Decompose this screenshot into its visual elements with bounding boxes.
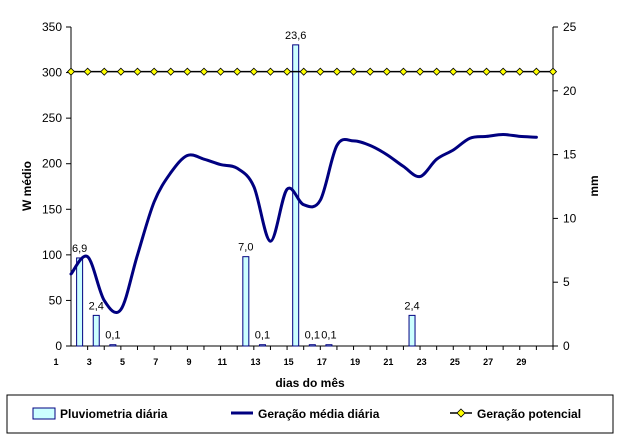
rainfall-data-label: 2,4 xyxy=(89,300,104,312)
legend-label-generation: Geração média diária xyxy=(258,407,380,421)
y-axis-title-right: mm xyxy=(587,175,601,196)
potential-generation-marker xyxy=(316,67,325,76)
rainfall-data-label: 0,1 xyxy=(321,330,336,342)
x-tick-label: 19 xyxy=(350,357,360,367)
x-tick-label: 23 xyxy=(417,357,427,367)
potential-generation-marker xyxy=(548,67,558,76)
potential-generation-marker xyxy=(465,67,474,76)
rainfall-data-label: 0,1 xyxy=(305,330,320,342)
potential-generation-marker xyxy=(332,67,341,76)
rainfall-bar xyxy=(92,314,100,347)
potential-generation-marker xyxy=(299,67,308,76)
rainfall-data-label: 2,4 xyxy=(404,300,419,312)
potential-generation-marker xyxy=(66,67,76,76)
potential-generation-marker xyxy=(249,67,258,76)
rainfall-bar xyxy=(76,257,84,347)
potential-generation-marker xyxy=(83,67,92,76)
x-tick-label: 5 xyxy=(120,357,125,367)
legend-frame xyxy=(6,394,614,434)
potential-generation-marker xyxy=(133,67,142,76)
y-left-tick-label: 150 xyxy=(42,202,62,216)
y-left-tick-label: 300 xyxy=(42,66,62,80)
x-axis-title: dias do mês xyxy=(275,376,345,390)
rainfall-bar xyxy=(242,256,250,347)
potential-generation-marker xyxy=(349,67,358,76)
potential-generation-marker xyxy=(399,67,408,76)
x-tick-label: 11 xyxy=(217,357,227,367)
bars-layer xyxy=(76,44,416,347)
y-left-tick-label: 50 xyxy=(49,293,63,307)
x-tick-label: 27 xyxy=(483,357,493,367)
rainfall-bar xyxy=(408,314,416,347)
y-left-tick-label: 250 xyxy=(42,111,62,125)
potential-generation-marker xyxy=(183,67,192,76)
x-tick-label: 15 xyxy=(284,357,294,367)
potential-generation-marker xyxy=(532,67,541,76)
x-tick-label: 25 xyxy=(450,357,460,367)
potential-generation-marker xyxy=(499,67,508,76)
potential-generation-marker xyxy=(216,67,225,76)
rainfall-data-label: 0,1 xyxy=(105,330,120,342)
y-right-tick-label: 0 xyxy=(563,339,570,353)
potential-generation-marker xyxy=(100,67,109,76)
potential-generation-marker xyxy=(415,67,425,76)
potential-generation-marker xyxy=(382,67,391,76)
legend-label-potential: Geração potencial xyxy=(477,407,581,421)
potential-generation-marker xyxy=(283,67,292,76)
x-tick-label: 9 xyxy=(186,357,191,367)
legend-label-rainfall: Pluviometria diária xyxy=(60,407,168,421)
potential-generation-marker xyxy=(116,67,125,76)
rainfall-bar xyxy=(109,344,117,347)
generation-average-line xyxy=(69,133,538,315)
potential-generation-marker xyxy=(515,67,524,76)
rainfall-data-label: 23,6 xyxy=(285,30,306,42)
y-right-tick-label: 5 xyxy=(563,275,570,289)
potential-generation-marker xyxy=(449,67,458,76)
legend-swatch-rainfall xyxy=(32,407,56,420)
y-left-tick-label: 200 xyxy=(42,157,62,171)
x-tick-label: 13 xyxy=(250,357,260,367)
potential-generation-marker xyxy=(482,67,491,76)
y-right-tick-label: 15 xyxy=(563,148,577,162)
potential-generation-marker xyxy=(166,67,175,76)
rainfall-data-label: 7,0 xyxy=(238,242,253,254)
x-tick-label: 3 xyxy=(87,357,92,367)
legend: Pluviometria diária Geração média diária… xyxy=(6,394,614,434)
y-right-tick-label: 25 xyxy=(563,20,577,34)
y-axis-title-left: W médio xyxy=(20,161,34,211)
y-left-tick-label: 350 xyxy=(42,20,62,34)
potential-generation-marker xyxy=(233,67,242,76)
legend-swatch-potential-marker xyxy=(456,408,466,418)
y-right-tick-label: 20 xyxy=(563,84,577,98)
x-tick-label: 7 xyxy=(153,357,158,367)
rainfall-bar xyxy=(308,344,316,347)
rainfall-bar xyxy=(325,344,333,347)
y-left-tick-label: 0 xyxy=(55,339,62,353)
y-left-tick-label: 100 xyxy=(42,248,62,262)
y-right-tick-label: 10 xyxy=(563,211,577,225)
potential-generation-marker xyxy=(199,67,209,76)
rainfall-data-label: 0,1 xyxy=(255,330,270,342)
rainfall-data-label: 6,9 xyxy=(72,243,87,255)
x-tick-label: 29 xyxy=(516,357,526,367)
potential-generation-marker xyxy=(150,67,159,76)
lines-layer xyxy=(66,67,558,315)
x-tick-label: 21 xyxy=(383,357,393,367)
x-tick-label: 1 xyxy=(53,357,58,367)
potential-generation-marker xyxy=(266,67,275,76)
labels-layer: 6,92,40,17,00,123,60,1 0,12,4 xyxy=(72,30,420,342)
x-tick-label: 17 xyxy=(317,357,327,367)
potential-generation-marker xyxy=(432,67,441,76)
rainfall-bar xyxy=(258,344,266,347)
potential-generation-marker xyxy=(366,67,375,76)
